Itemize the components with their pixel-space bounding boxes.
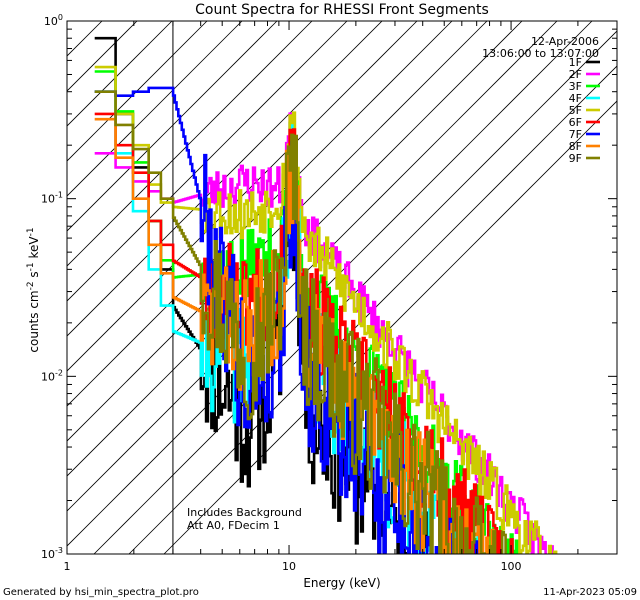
legend-label-6F: 6F [569, 116, 582, 129]
legend-label-8F: 8F [569, 140, 582, 153]
legend-label-9F: 9F [569, 152, 582, 165]
x-tick-label: 1 [64, 560, 71, 573]
hatch-line [67, 21, 348, 302]
hatch-line [67, 21, 558, 512]
hatch-line [128, 65, 617, 554]
footer-timestamp: 11-Apr-2023 05:09 [543, 587, 637, 598]
legend-label-1F: 1F [569, 56, 582, 69]
hatch-line [67, 21, 383, 337]
hatch-line [67, 21, 208, 162]
hatch-line [67, 21, 278, 232]
hatch-line [67, 21, 313, 267]
axis-ticks [66, 20, 618, 555]
x-axis-label: Energy (keV) [303, 576, 380, 590]
plot-frame [66, 20, 618, 555]
footer-generated-by: Generated by hsi_min_spectra_plot.pro [3, 587, 199, 598]
chart-title: Count Spectra for RHESSI Front Segments [195, 2, 489, 18]
hatch-line [67, 21, 418, 372]
legend-time-range: 13:06:00 to 13:07:00 [482, 47, 599, 60]
hatch-line [67, 21, 103, 57]
legend: 12-Apr-2006 13:06:00 to 13:07:00 1F2F3F4… [482, 35, 600, 165]
legend-label-3F: 3F [569, 80, 582, 93]
y-axis-label: counts cm-2 s-1 keV-1 [26, 227, 41, 352]
series-4F [94, 90, 481, 554]
y-tick-labels: 100 10-1 10-2 10-3 [41, 13, 63, 561]
legend-label-5F: 5F [569, 104, 582, 117]
y-tick-label: 10-1 [41, 191, 63, 206]
y-tick-label: 100 [44, 13, 63, 28]
y-tick-label: 10-2 [41, 368, 63, 383]
hatch-line [67, 21, 173, 127]
annotation-background: Includes Background [187, 506, 302, 519]
x-tick-labels: 1 10 100 [64, 560, 522, 573]
series-layer [94, 36, 563, 554]
x-tick-label: 10 [282, 560, 296, 573]
legend-label-7F: 7F [569, 128, 582, 141]
series-5F [94, 65, 563, 554]
legend-label-2F: 2F [569, 68, 582, 81]
legend-label-4F: 4F [569, 92, 582, 105]
hatch-line [67, 21, 243, 197]
legend-date: 12-Apr-2006 [531, 35, 599, 48]
annotation-attenuator: Att A0, FDecim 1 [187, 519, 280, 532]
hatch-line [67, 21, 453, 407]
series-9F [94, 90, 514, 554]
x-tick-label: 100 [501, 560, 522, 573]
y-tick-label: 10-3 [41, 546, 63, 561]
hatch-line [163, 100, 617, 554]
